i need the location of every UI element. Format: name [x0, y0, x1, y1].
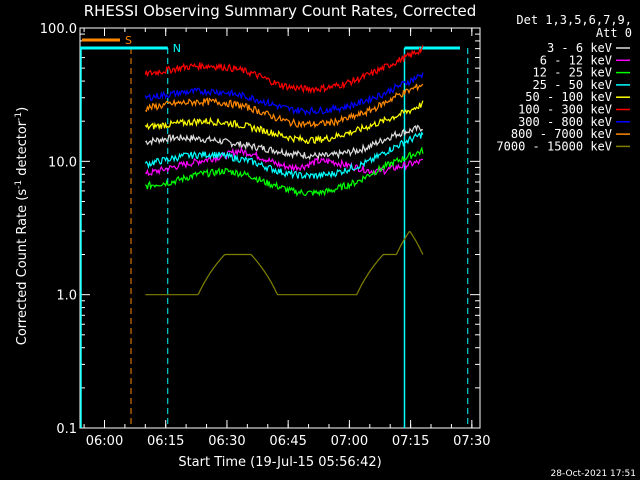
y-tick-label: 1.0: [56, 289, 77, 304]
plot-frame: [79, 27, 481, 429]
y-tick-label: 0.1: [56, 422, 77, 437]
legend-header-2: Att 0: [596, 26, 632, 40]
x-axis-label: Start Time (19-Jul-15 05:56:42): [178, 455, 381, 470]
y-tick-label: 10.0: [48, 155, 77, 170]
x-tick-label: 07:15: [392, 434, 429, 449]
series-line-1: [144, 146, 424, 177]
y-axis-label-mid: detector: [15, 120, 30, 180]
chart-title: RHESSI Observing Summary Count Rates, Co…: [84, 2, 477, 20]
y-axis-label-exp1: -1: [14, 180, 24, 189]
legend-header-1: Det 1,3,5,6,7,9,: [516, 13, 632, 27]
x-tick-label: 07:00: [331, 434, 368, 449]
x-tick-label: 06:45: [269, 434, 306, 449]
legend-entry-label: 12 - 25 keV: [533, 66, 612, 80]
legend-entry-label: 6 - 12 keV: [540, 53, 612, 67]
series-line-8: [145, 230, 424, 296]
legend-entry-label: 300 - 800 keV: [518, 115, 612, 129]
night-flag-label: N: [173, 42, 181, 55]
saa-flag-label: S: [125, 34, 132, 47]
series-line-6: [144, 72, 424, 117]
y-axis-label-end: ): [15, 107, 30, 112]
series-line-2: [145, 146, 424, 197]
series-line-0: [145, 124, 424, 161]
series-line-7: [144, 83, 424, 129]
series-line-4: [144, 100, 424, 145]
x-tick-label: 06:00: [86, 434, 123, 449]
series-layer: SN: [80, 34, 469, 428]
legend-entry-label: 7000 - 15000 keV: [496, 139, 612, 153]
legend-entry-label: 50 - 100 keV: [525, 90, 612, 104]
timestamp: 28-Oct-2021 17:51: [551, 469, 636, 479]
x-tick-label: 06:15: [147, 434, 184, 449]
y-tick-label: 100.0: [40, 22, 77, 37]
legend-entry-label: 100 - 300 keV: [518, 103, 612, 117]
y-axis-label-main: Corrected Count Rate (s: [15, 189, 30, 346]
x-tick-label: 06:30: [208, 434, 245, 449]
legend-entry-label: 25 - 50 keV: [533, 78, 612, 92]
y-axis-label: Corrected Count Rate (s-1 detector-1): [14, 107, 30, 345]
plot-axes: 0.1 1.0 10.0 100.0 06:00 06:15 06:30 06:45 07:00…: [40, 22, 491, 449]
legend-entry-label: 3 - 6 keV: [547, 41, 612, 55]
series-line-5: [144, 45, 424, 95]
y-axis-label-exp2: -1: [14, 112, 24, 121]
x-tick-label: 07:30: [453, 434, 490, 449]
series-line-3: [144, 130, 424, 180]
legend-entry-label: 800 - 7000 keV: [511, 127, 612, 141]
